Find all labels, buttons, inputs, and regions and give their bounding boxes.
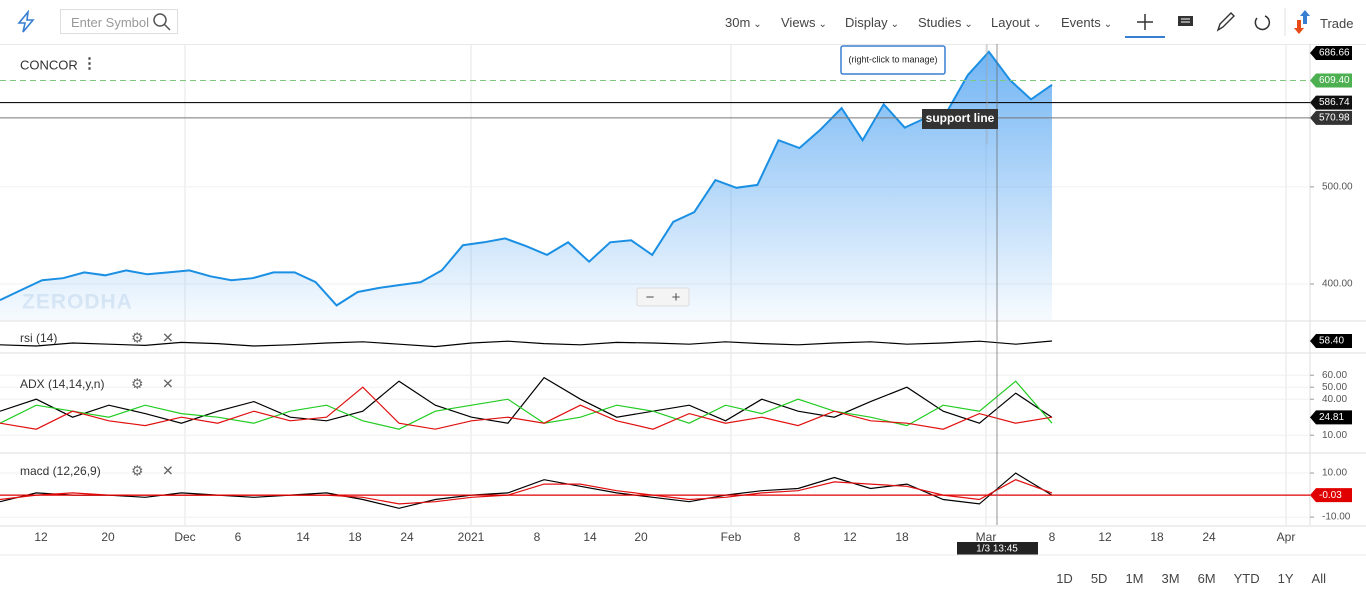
- menu[interactable]: Views: [781, 15, 827, 30]
- drawing-label-bg: [922, 109, 998, 129]
- search-icon[interactable]: [152, 12, 172, 32]
- price-flag: [1310, 488, 1352, 503]
- study-title: macd (12,26,9): [20, 464, 101, 478]
- price-flag: [1310, 46, 1352, 60]
- study-title: rsi (14): [20, 331, 57, 345]
- symbol-menu: ⋮: [82, 55, 97, 72]
- price-flag: [1310, 73, 1352, 88]
- time-label: 24: [400, 530, 414, 544]
- study-settings: ⚙: [131, 330, 144, 346]
- price-flag: [1310, 95, 1352, 110]
- price-line: [0, 50, 1053, 307]
- time-label: 8: [534, 530, 541, 544]
- y-tick-label: 40.00: [1322, 394, 1347, 405]
- crosshair-label: 1/3 13:45: [976, 544, 1018, 555]
- study-settings: ⚙: [131, 376, 144, 392]
- time-label: 14: [296, 530, 310, 544]
- study-close: ✕: [162, 330, 174, 346]
- crosshair-label-bg: [957, 542, 1038, 555]
- indicator-line: [0, 479, 1053, 505]
- time-label: 2021: [458, 530, 485, 544]
- price-flag-label: 58.40: [1319, 336, 1344, 347]
- price-flag-label: 24.81: [1319, 412, 1344, 423]
- time-label: 6: [235, 530, 242, 544]
- time-label: 18: [895, 530, 909, 544]
- y-tick-label: 500.00: [1322, 181, 1353, 192]
- trade-button[interactable]: Trade: [1320, 16, 1354, 31]
- time-label: 20: [101, 530, 115, 544]
- time-label: Dec: [174, 530, 195, 544]
- range-selector: 1D 5D 1M 3M 6M YTD 1Y All: [1038, 571, 1326, 586]
- indicator-line: [0, 340, 1053, 348]
- study-close: ✕: [162, 463, 174, 479]
- price-flag-label: 686.66: [1319, 48, 1350, 59]
- time-label: 12: [1098, 530, 1112, 544]
- y-tick-label: 50.00: [1322, 382, 1347, 393]
- toolbar: Enter Symbol 30m Views Display Studies L…: [0, 0, 1366, 45]
- range-button[interactable]: 6M: [1197, 571, 1216, 586]
- price-area: [0, 51, 1052, 321]
- study-title: ADX (14,14,y,n): [20, 377, 104, 391]
- time-label: Mar: [976, 530, 997, 544]
- time-label: 18: [1150, 530, 1164, 544]
- y-tick-label: 10.00: [1322, 430, 1347, 441]
- y-tick-label: 400.00: [1322, 279, 1353, 290]
- symbol: CONCOR: [20, 57, 78, 72]
- logo-icon[interactable]: [14, 10, 38, 34]
- menu[interactable]: 30m: [725, 15, 762, 30]
- symbol-input[interactable]: Enter Symbol: [60, 9, 178, 34]
- price-flag-label: 570.98: [1319, 113, 1350, 124]
- price-flag-label: 609.40: [1319, 75, 1350, 86]
- chart: ZERODHA1220Dec6141824202181420Feb81218Ma…: [0, 44, 1366, 556]
- price-flag-label: 586.74: [1319, 97, 1350, 108]
- time-label: 14: [583, 530, 597, 544]
- range-button[interactable]: 3M: [1161, 571, 1180, 586]
- price-flag: [1310, 333, 1352, 348]
- range-button[interactable]: 1M: [1125, 571, 1144, 586]
- zoom-out[interactable]: −: [646, 289, 655, 306]
- menu[interactable]: Layout: [991, 15, 1041, 30]
- price-flag: [1310, 110, 1352, 125]
- study-settings: ⚙: [131, 463, 144, 479]
- menu[interactable]: Events: [1061, 15, 1112, 30]
- range-button[interactable]: 1Y: [1277, 571, 1294, 586]
- range-button[interactable]: 1D: [1056, 571, 1073, 586]
- tool-icons[interactable]: [1125, 0, 1365, 44]
- time-label: 18: [348, 530, 362, 544]
- menu[interactable]: Display: [845, 15, 899, 30]
- time-label: 8: [794, 530, 801, 544]
- price-flag-label: -0.03: [1319, 490, 1342, 501]
- drawing-label: support line: [926, 111, 995, 125]
- y-tick-label: -10.00: [1322, 512, 1351, 523]
- range-button[interactable]: 5D: [1090, 571, 1108, 586]
- time-label: 24: [1202, 530, 1216, 544]
- time-label: 20: [634, 530, 648, 544]
- indicator-line: [0, 380, 1053, 430]
- range-button[interactable]: All: [1311, 571, 1326, 586]
- indicator-line: [0, 386, 1053, 430]
- time-label: 12: [843, 530, 857, 544]
- time-label: Feb: [721, 530, 742, 544]
- indicator-line: [0, 376, 1053, 424]
- time-label: 12: [34, 530, 48, 544]
- time-label: Apr: [1277, 530, 1296, 544]
- tooltip: (right-click to manage): [848, 54, 937, 64]
- price-flag: [1310, 410, 1352, 425]
- time-label: 8: [1049, 530, 1056, 544]
- zoom-controls[interactable]: [636, 287, 690, 307]
- y-tick-label: 10.00: [1322, 468, 1347, 479]
- menu[interactable]: Studies: [918, 15, 973, 30]
- indicator-line: [0, 472, 1053, 509]
- tooltip-box: [840, 45, 946, 75]
- zoom-in[interactable]: +: [672, 289, 681, 306]
- study-close: ✕: [162, 376, 174, 392]
- y-tick-label: 60.00: [1322, 370, 1347, 381]
- range-button[interactable]: YTD: [1233, 571, 1260, 586]
